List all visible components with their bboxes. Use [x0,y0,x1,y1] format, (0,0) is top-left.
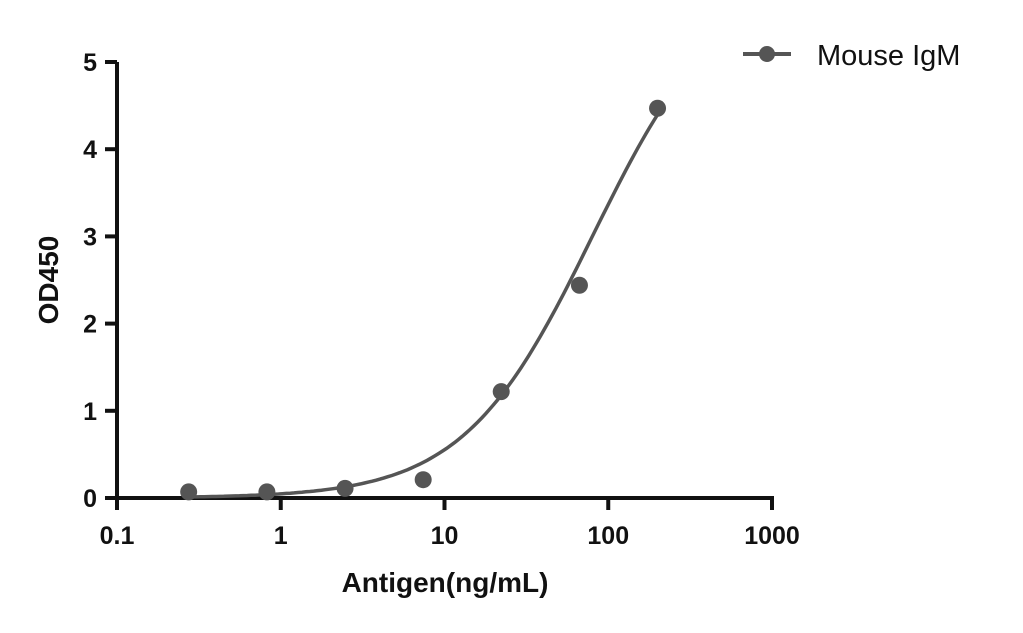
data-point [492,383,510,401]
x-tick-label: 1000 [744,522,800,550]
data-point [570,276,588,294]
y-axis-title: OD450 [33,236,64,325]
x-axis-title: Antigen(ng/mL) [342,567,549,598]
y-tick-label: 3 [83,223,97,251]
x-tick-label: 100 [587,522,629,550]
data-points [180,99,667,501]
legend: Mouse IgM [743,40,960,72]
legend-label: Mouse IgM [817,40,960,72]
data-point [180,483,198,501]
y-tick-label: 1 [83,398,97,426]
fit-curve-group [188,113,659,499]
x-tick-label: 1 [274,522,288,550]
data-point [258,483,276,501]
data-point [649,99,667,117]
fit-curve [188,113,659,499]
x-tick-label: 0.1 [100,522,135,550]
data-point [336,479,354,497]
axes: 0.1 1 10 100 1000 0 1 2 3 4 5 [83,49,800,550]
data-point [414,471,432,489]
y-tick-label: 2 [83,311,97,339]
x-tick-label: 10 [431,522,459,550]
y-tick-label: 4 [83,136,97,164]
y-tick-label: 0 [83,485,97,513]
y-tick-label: 5 [83,49,97,77]
legend-marker [759,46,775,62]
